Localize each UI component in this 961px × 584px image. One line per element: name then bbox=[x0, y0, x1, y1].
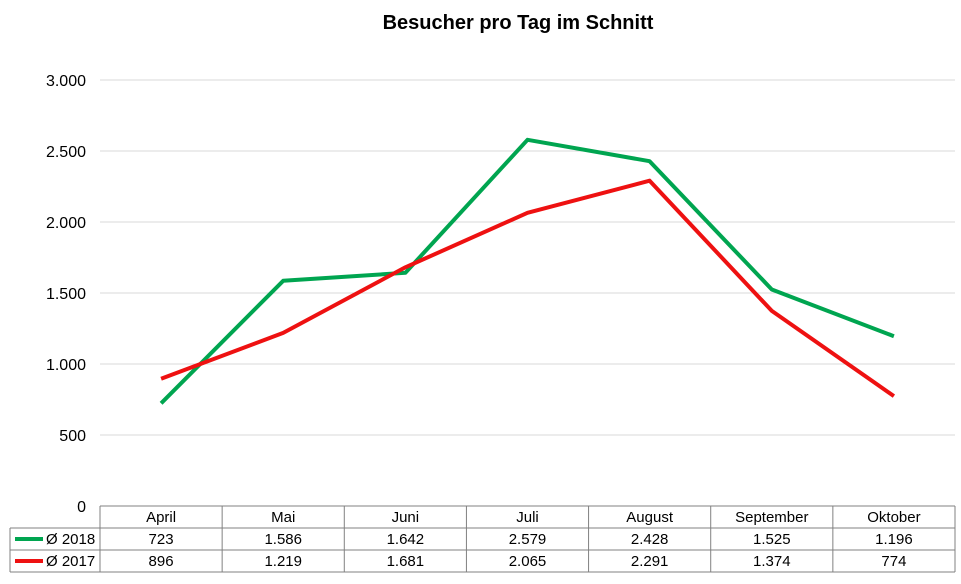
y-tick-label: 2.000 bbox=[46, 215, 86, 232]
data-label: 723 bbox=[149, 531, 174, 548]
data-label: 1.681 bbox=[387, 553, 425, 570]
data-label: 2.579 bbox=[509, 531, 547, 548]
data-label: 1.586 bbox=[264, 531, 302, 548]
x-category-label: April bbox=[146, 509, 176, 526]
data-label: 1.219 bbox=[264, 553, 302, 570]
data-table: April Mai Juni Juli August September Oktober Ø … bbox=[9, 505, 956, 573]
data-label: 1.374 bbox=[753, 553, 791, 570]
y-tick-label: 1.500 bbox=[46, 286, 86, 303]
data-label: 774 bbox=[881, 553, 906, 570]
y-tick-label: 1.000 bbox=[46, 357, 86, 374]
gridlines bbox=[100, 79, 955, 436]
data-label: 1.196 bbox=[875, 531, 913, 548]
y-tick-label: 2.500 bbox=[46, 144, 86, 161]
x-category-label: Oktober bbox=[867, 509, 920, 526]
y-axis: 0 500 1.000 1.500 2.000 2.500 3.000 bbox=[46, 73, 86, 516]
y-tick-label: 3.000 bbox=[46, 73, 86, 90]
y-tick-label: 0 bbox=[77, 499, 86, 516]
legend-label: Ø 2017 bbox=[46, 553, 95, 570]
data-label: 1.525 bbox=[753, 531, 791, 548]
data-label: 2.065 bbox=[509, 553, 547, 570]
data-label: 2.291 bbox=[631, 553, 669, 570]
series-line-2 bbox=[160, 178, 896, 398]
data-label: 1.642 bbox=[387, 531, 425, 548]
chart-title: Besucher pro Tag im Schnitt bbox=[383, 12, 654, 34]
x-category-label: Mai bbox=[271, 509, 295, 526]
x-category-label: Juni bbox=[392, 509, 420, 526]
x-category-label: Juli bbox=[516, 509, 539, 526]
series-line-1 bbox=[159, 137, 895, 405]
y-tick-label: 500 bbox=[59, 428, 86, 445]
plot-area bbox=[159, 137, 896, 405]
x-category-label: September bbox=[735, 509, 808, 526]
data-label: 2.428 bbox=[631, 531, 669, 548]
legend-label: Ø 2018 bbox=[46, 531, 95, 548]
x-category-label: August bbox=[626, 509, 674, 526]
data-label: 896 bbox=[149, 553, 174, 570]
